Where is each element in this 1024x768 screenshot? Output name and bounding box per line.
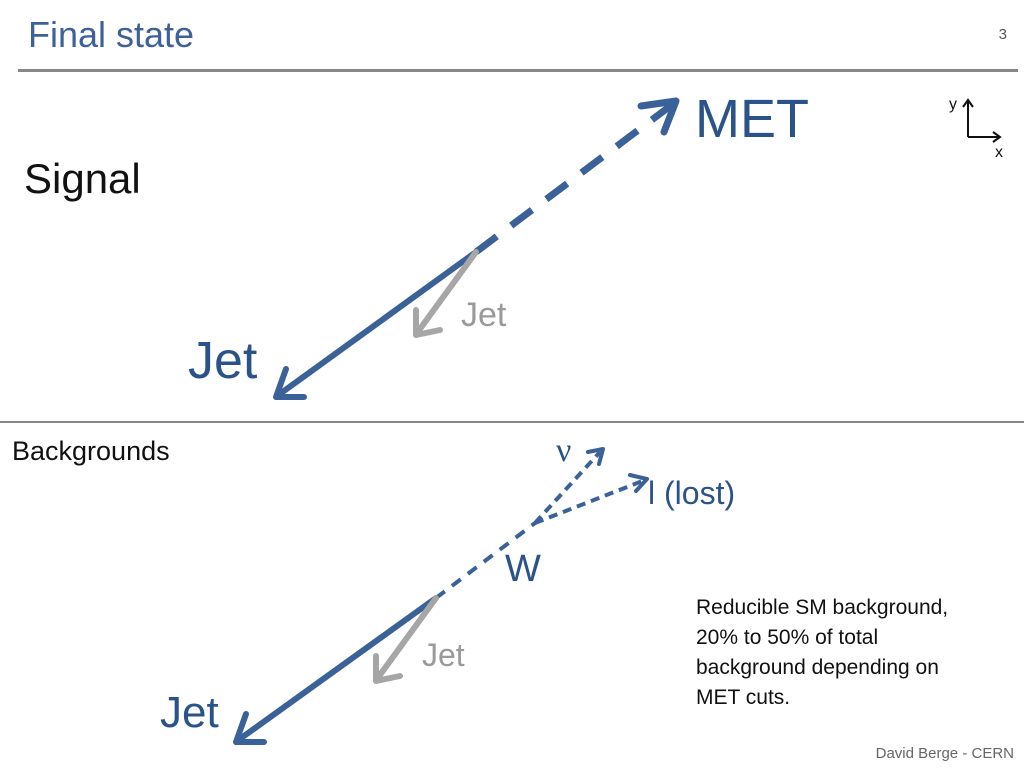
note-line: Reducible SM background, bbox=[696, 596, 949, 619]
slide-title: Final state bbox=[28, 14, 195, 55]
w-boson-label: W bbox=[505, 548, 541, 590]
page-number: 3 bbox=[998, 26, 1007, 43]
signal-jet-secondary-label: Jet bbox=[461, 296, 507, 334]
background-jet-main-label: Jet bbox=[160, 688, 219, 737]
signal-jet-main-arrowhead bbox=[273, 366, 307, 400]
note-line: background depending on bbox=[696, 656, 939, 679]
background-jet-secondary-line bbox=[374, 595, 439, 682]
met-label: MET bbox=[695, 89, 809, 149]
xy-axes-icon: y x bbox=[949, 96, 1003, 161]
signal-met-arrowhead bbox=[637, 97, 680, 136]
signal-jet-secondary-arrowhead bbox=[413, 307, 443, 338]
lepton-dashed-line bbox=[534, 478, 646, 525]
background-jet-main-line bbox=[234, 595, 439, 744]
axis-y-label: y bbox=[949, 96, 957, 113]
neutrino-dashed-line bbox=[533, 450, 602, 525]
neutrino-label: ν bbox=[556, 432, 572, 469]
signal-jet-main-label: Jet bbox=[188, 332, 258, 390]
signal-met-dashed-line bbox=[473, 101, 676, 255]
signal-jet-secondary-line bbox=[414, 249, 479, 336]
signal-heading: Signal bbox=[24, 155, 141, 202]
background-jet-secondary-arrowhead bbox=[373, 653, 403, 684]
backgrounds-heading: Backgrounds bbox=[12, 436, 170, 466]
title-divider bbox=[18, 69, 1018, 72]
axis-x-label: x bbox=[995, 144, 1003, 161]
note-line: 20% to 50% of total bbox=[696, 626, 879, 649]
note-line: MET cuts. bbox=[696, 686, 791, 709]
background-note: Reducible SM background, 20% to 50% of t… bbox=[696, 593, 996, 713]
lost-lepton-label: l (lost) bbox=[648, 475, 736, 511]
signal-jet-main-line bbox=[274, 249, 479, 399]
section-divider bbox=[0, 421, 1024, 423]
signal-diagram bbox=[273, 97, 680, 400]
background-jet-secondary-label: Jet bbox=[422, 637, 465, 673]
footer-credit: David Berge - CERN bbox=[875, 745, 1014, 762]
lepton-arrowhead bbox=[628, 473, 649, 493]
w-boson-dashed-line bbox=[434, 521, 537, 600]
background-diagram bbox=[233, 447, 649, 745]
background-jet-main-arrowhead bbox=[233, 711, 267, 745]
neutrino-arrowhead bbox=[586, 447, 605, 466]
